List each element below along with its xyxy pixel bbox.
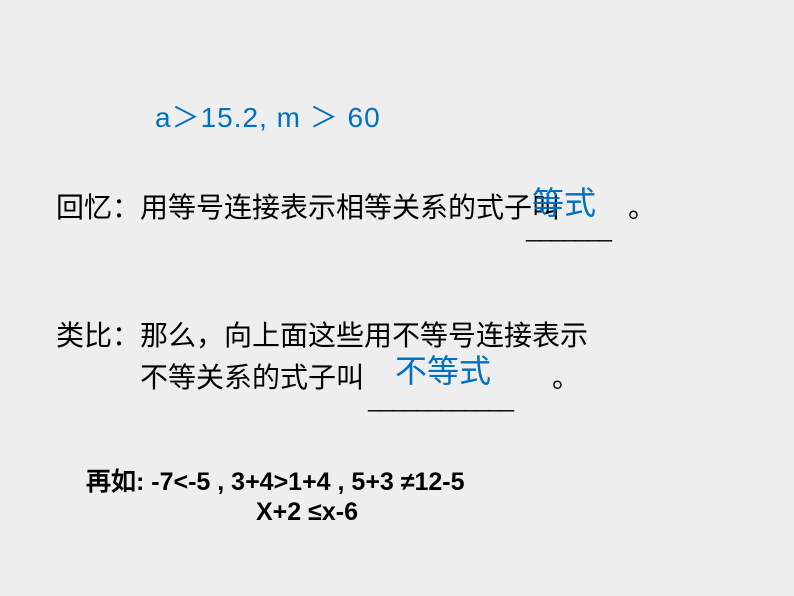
example-line1: 再如: -7<-5 , 3+4>1+4 , 5+3 ≠12-5: [86, 462, 465, 498]
top-formula: a＞15.2, m ＞ 60: [155, 96, 381, 136]
example-line2: X+2 ≤x-6: [256, 498, 358, 527]
slide-content: a＞15.2, m ＞ 60 回忆：用等号连接表示相等关系的式子叫 等式 ___…: [0, 0, 794, 596]
analogy-underline: ____________: [368, 384, 512, 416]
analogy-line1: 类比：那么，向上面这些用不等号连接表示: [56, 314, 588, 354]
recall-underline: _______: [526, 214, 622, 246]
analogy-period: 。: [552, 356, 580, 396]
recall-period: 。: [628, 186, 656, 226]
recall-line: 回忆：用等号连接表示相等关系的式子叫: [56, 186, 560, 226]
analogy-line2-prefix: 不等关系的式子叫: [140, 356, 364, 396]
